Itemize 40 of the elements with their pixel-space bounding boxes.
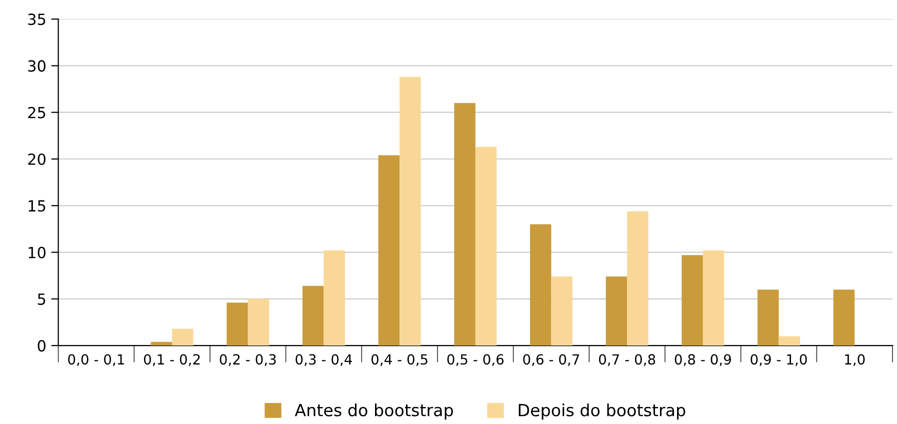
bar	[758, 290, 779, 346]
bar	[682, 255, 703, 346]
x-tick-label: 0,5 - 0,6	[447, 354, 504, 366]
x-tick-label: 0,1 - 0,2	[144, 354, 200, 366]
bar	[833, 290, 855, 346]
y-tick-label: 15	[28, 200, 46, 212]
bar	[475, 146, 497, 346]
x-tick-label: 0,2 - 0,3	[220, 354, 276, 366]
y-tick-label: 0	[38, 340, 46, 352]
bar	[378, 155, 400, 346]
legend-label: Antes do bootstrap	[294, 404, 453, 420]
bar	[400, 76, 421, 346]
bar	[454, 103, 476, 346]
x-tick-label: 0,0 - 0,1	[68, 354, 124, 366]
y-tick-label: 10	[28, 246, 46, 258]
bar	[324, 250, 345, 346]
bar	[778, 336, 800, 346]
y-tick-label: 20	[28, 153, 46, 166]
bar	[530, 224, 552, 346]
bar	[150, 342, 172, 346]
y-tick-label: 30	[28, 60, 46, 72]
bar	[702, 250, 724, 346]
y-tick-label: 5	[38, 294, 46, 305]
bar	[172, 328, 194, 346]
x-tick-label: 0,8 - 0,9	[674, 354, 731, 366]
y-tick-label: 25	[28, 106, 46, 118]
bar	[226, 302, 248, 346]
bar	[302, 286, 324, 346]
x-tick-label: 0,6 - 0,7	[523, 354, 580, 366]
bar	[606, 276, 628, 346]
legend-label: Depois do bootstrap	[518, 404, 686, 420]
bar	[248, 298, 270, 346]
x-tick-label: 0,3 - 0,4	[296, 354, 352, 366]
x-tick-label: 0,7 - 0,8	[598, 354, 656, 366]
x-tick-label: 0,9 - 1,0	[750, 354, 807, 366]
bar	[551, 276, 572, 346]
x-tick-label: 1,0	[845, 354, 865, 366]
y-tick-label: 35	[28, 14, 46, 26]
x-tick-label: 0,4 - 0,5	[371, 354, 428, 366]
bar	[627, 211, 648, 346]
